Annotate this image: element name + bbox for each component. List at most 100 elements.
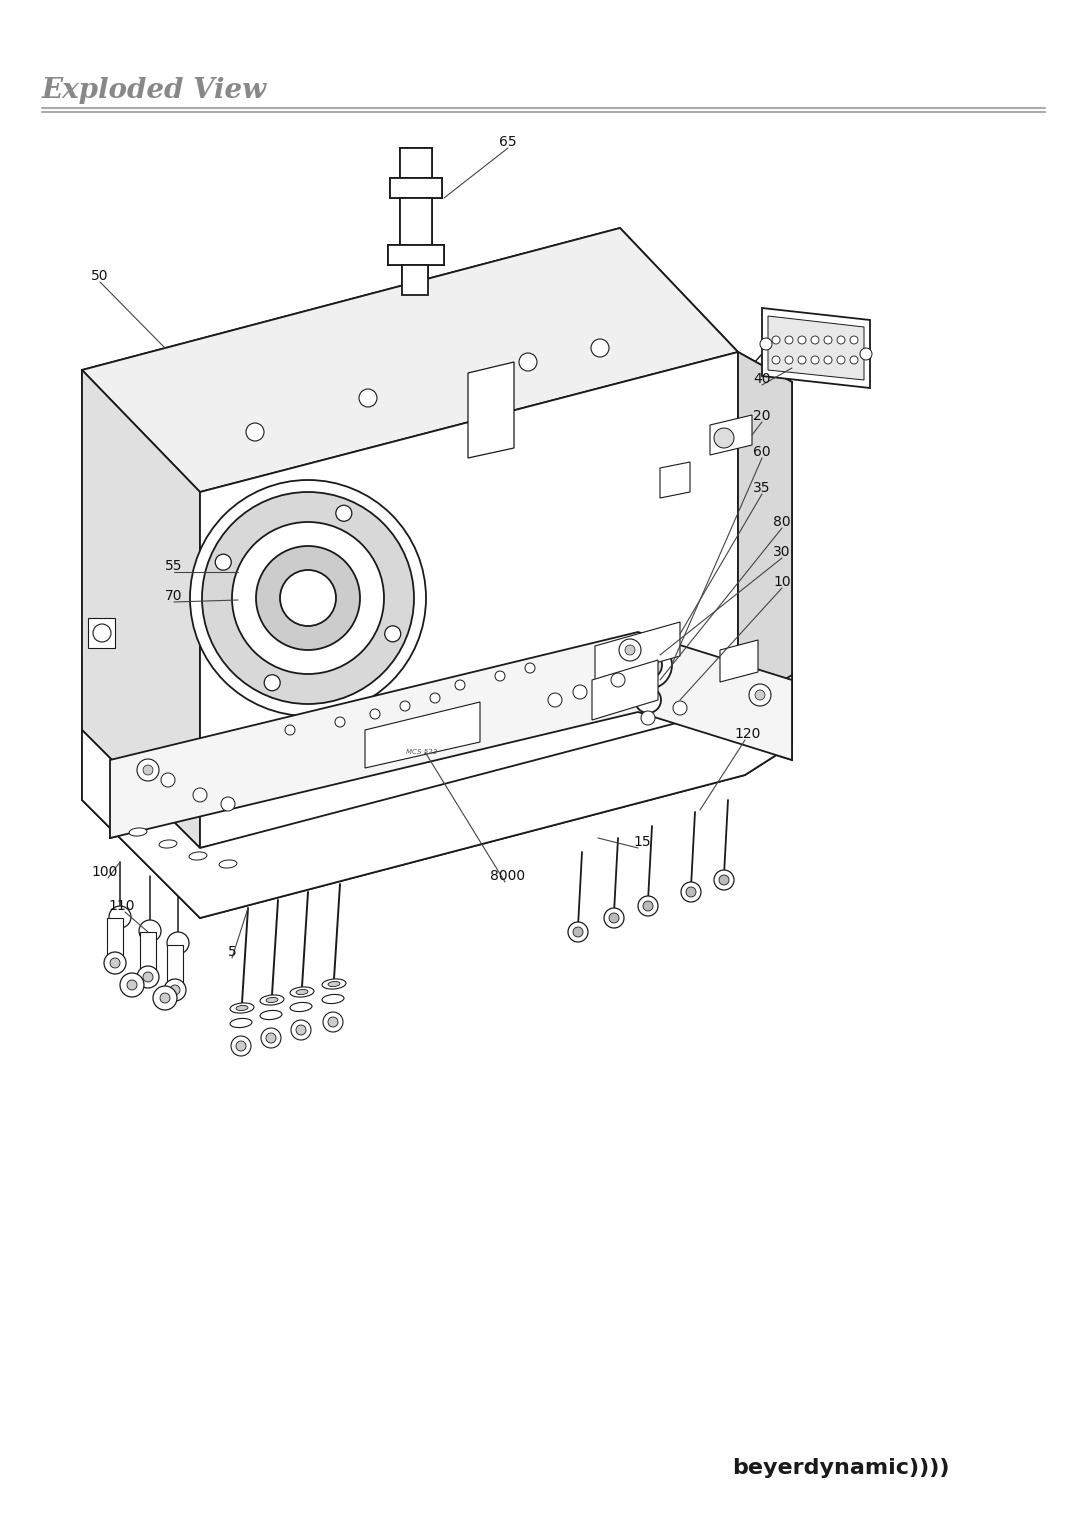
Text: 100: 100 (92, 865, 118, 879)
Circle shape (850, 356, 858, 364)
Ellipse shape (230, 1002, 254, 1013)
Circle shape (798, 356, 806, 364)
Polygon shape (592, 660, 658, 720)
Circle shape (755, 691, 765, 700)
Circle shape (624, 642, 672, 689)
Circle shape (137, 966, 159, 989)
Circle shape (323, 1012, 343, 1031)
Circle shape (719, 876, 729, 885)
Text: 70: 70 (165, 588, 183, 604)
Text: 55: 55 (165, 559, 183, 573)
Circle shape (246, 423, 264, 442)
Circle shape (643, 902, 653, 911)
Circle shape (811, 336, 819, 344)
Polygon shape (82, 370, 200, 848)
Text: 10: 10 (773, 575, 791, 588)
Text: 120: 120 (734, 727, 761, 741)
Circle shape (714, 428, 734, 448)
Circle shape (170, 986, 180, 995)
Circle shape (160, 993, 170, 1002)
Circle shape (681, 882, 701, 902)
Circle shape (291, 1021, 311, 1041)
Circle shape (548, 694, 562, 707)
Circle shape (673, 701, 687, 715)
Polygon shape (110, 633, 792, 837)
Circle shape (143, 972, 153, 983)
Polygon shape (400, 148, 432, 177)
Polygon shape (82, 675, 792, 918)
Circle shape (760, 338, 772, 350)
Circle shape (232, 523, 384, 674)
Text: 30: 30 (773, 545, 791, 559)
Polygon shape (738, 351, 792, 746)
Circle shape (335, 717, 345, 727)
Ellipse shape (230, 1019, 252, 1028)
Text: 35: 35 (753, 481, 771, 495)
Circle shape (525, 663, 535, 672)
Ellipse shape (129, 828, 147, 836)
Circle shape (573, 927, 583, 937)
Polygon shape (388, 244, 444, 264)
Ellipse shape (328, 981, 340, 987)
Ellipse shape (322, 995, 343, 1004)
Ellipse shape (266, 998, 278, 1002)
Circle shape (109, 906, 131, 927)
Circle shape (266, 1033, 276, 1044)
Circle shape (573, 685, 588, 698)
Polygon shape (720, 640, 758, 681)
Circle shape (495, 671, 505, 681)
Circle shape (568, 921, 588, 941)
Circle shape (167, 932, 189, 953)
Circle shape (261, 1028, 281, 1048)
Polygon shape (167, 944, 183, 986)
Circle shape (137, 759, 159, 781)
Polygon shape (468, 362, 514, 458)
Circle shape (519, 353, 537, 371)
Circle shape (336, 506, 352, 521)
Ellipse shape (296, 990, 308, 995)
Circle shape (93, 623, 111, 642)
Polygon shape (107, 918, 123, 958)
Circle shape (798, 336, 806, 344)
Circle shape (785, 336, 793, 344)
Circle shape (127, 979, 137, 990)
Ellipse shape (189, 853, 207, 860)
Circle shape (164, 979, 186, 1001)
Text: Exploded View: Exploded View (42, 76, 267, 104)
Circle shape (604, 908, 624, 927)
Text: 80: 80 (773, 515, 791, 529)
Ellipse shape (291, 1002, 312, 1012)
Circle shape (400, 701, 410, 711)
Circle shape (638, 895, 658, 915)
Circle shape (772, 336, 780, 344)
Circle shape (430, 694, 440, 703)
Circle shape (221, 798, 235, 811)
Polygon shape (710, 416, 752, 455)
Circle shape (231, 1036, 251, 1056)
Circle shape (714, 869, 734, 889)
Polygon shape (87, 617, 114, 648)
Circle shape (837, 336, 845, 344)
Circle shape (370, 709, 380, 720)
Circle shape (280, 570, 336, 626)
Circle shape (139, 920, 161, 941)
Text: 15: 15 (633, 834, 651, 850)
Circle shape (619, 639, 642, 662)
Circle shape (104, 952, 126, 973)
Circle shape (811, 356, 819, 364)
Circle shape (265, 675, 280, 691)
Polygon shape (390, 177, 442, 199)
Polygon shape (402, 264, 428, 295)
Text: 50: 50 (91, 269, 109, 283)
Text: 5: 5 (228, 944, 237, 960)
Text: 20: 20 (753, 410, 771, 423)
Circle shape (296, 1025, 306, 1034)
Polygon shape (365, 701, 480, 769)
Polygon shape (140, 932, 156, 972)
Circle shape (750, 685, 771, 706)
Circle shape (609, 914, 619, 923)
Polygon shape (660, 461, 690, 498)
Text: 65: 65 (499, 134, 517, 150)
Ellipse shape (159, 840, 177, 848)
Circle shape (785, 356, 793, 364)
